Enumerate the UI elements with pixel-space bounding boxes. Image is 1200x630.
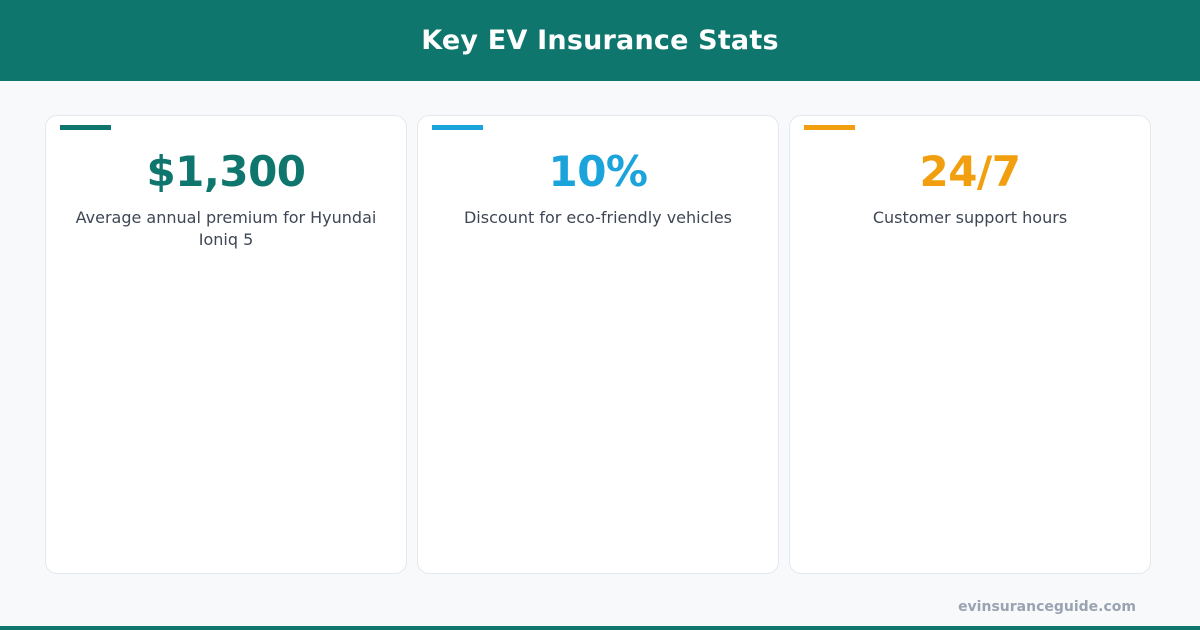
- header-banner: Key EV Insurance Stats: [0, 0, 1200, 81]
- footer-bar: [0, 626, 1200, 630]
- stat-card-discount: 10% Discount for eco-friendly vehicles: [417, 115, 779, 574]
- stat-label: Customer support hours: [872, 208, 1068, 227]
- stat-card-premium: $1,300 Average annual premium for Hyunda…: [45, 115, 407, 574]
- stat-label: Discount for eco-friendly vehicles: [463, 208, 733, 227]
- stats-cards: $1,300 Average annual premium for Hyunda…: [45, 115, 1151, 574]
- stat-value: 10%: [548, 147, 648, 196]
- stat-value: $1,300: [146, 147, 306, 196]
- stat-value: 24/7: [919, 147, 1021, 196]
- footer-url: evinsuranceguide.com: [958, 599, 1136, 615]
- card-accent-bar: [432, 125, 483, 130]
- page-title: Key EV Insurance Stats: [421, 25, 779, 56]
- card-accent-bar: [804, 125, 855, 130]
- stat-label: Average annual premium for Hyundai Ioniq…: [75, 208, 377, 249]
- card-accent-bar: [60, 125, 111, 130]
- stat-card-support: 24/7 Customer support hours: [789, 115, 1151, 574]
